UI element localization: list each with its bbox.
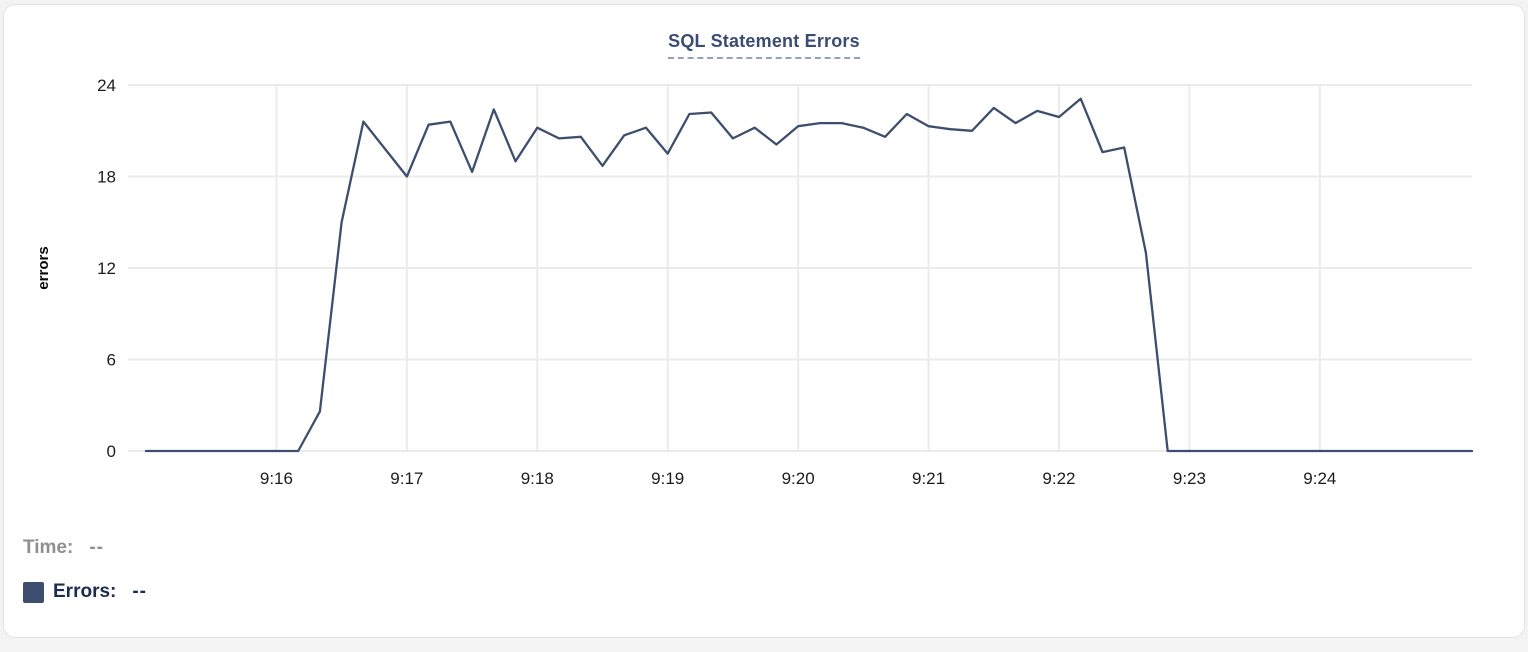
gridlines — [128, 84, 1472, 452]
axis-tick-labels: 0 6 12 18 24 9:16 9:17 9:18 9:19 9:20 9:21 9:22 9:23… — [97, 76, 1336, 488]
errors-line-series — [144, 97, 1474, 453]
x-tick-label: 9:19 — [651, 469, 684, 488]
x-tick-label: 9:20 — [782, 469, 815, 488]
errors-label: Errors: — [53, 581, 117, 602]
x-tick-label: 9:23 — [1173, 469, 1206, 488]
hover-readout: Time: -- Errors: -- — [23, 535, 147, 623]
y-tick-label: 12 — [97, 259, 116, 278]
x-tick-label: 9:16 — [260, 469, 293, 488]
y-tick-label: 6 — [107, 351, 116, 370]
y-tick-label: 18 — [97, 168, 116, 187]
errors-series-swatch — [23, 581, 44, 603]
time-value: -- — [89, 537, 104, 558]
errors-value: -- — [132, 581, 148, 602]
time-label: Time: — [23, 537, 74, 558]
chart-card: SQL Statement Errors 0 6 12 18 24 9:16 9:17 9:1… — [3, 4, 1525, 638]
chart-header: SQL Statement Errors — [4, 31, 1524, 59]
chart-title[interactable]: SQL Statement Errors — [668, 31, 860, 59]
y-tick-label: 24 — [97, 76, 116, 95]
x-tick-label: 9:21 — [912, 469, 945, 488]
x-tick-label: 9:22 — [1042, 469, 1075, 488]
x-tick-label: 9:18 — [521, 469, 554, 488]
y-axis-title: errors — [35, 246, 52, 289]
x-tick-label: 9:24 — [1303, 469, 1336, 488]
x-tick-label: 9:17 — [390, 469, 423, 488]
errors-readout-row: Errors: -- — [23, 579, 147, 605]
y-tick-label: 0 — [107, 442, 116, 461]
sql-errors-line-chart[interactable]: 0 6 12 18 24 9:16 9:17 9:18 9:19 9:20 9:21 9:22 9:23… — [4, 5, 1525, 510]
time-readout-row: Time: -- — [23, 535, 147, 561]
